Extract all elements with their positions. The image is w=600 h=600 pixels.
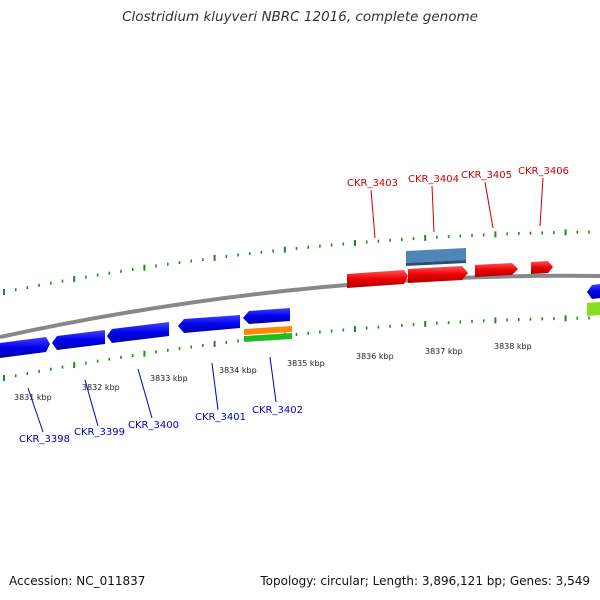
gene-label-ckr-3403: CKR_3403	[347, 178, 398, 189]
topology-text: Topology: circular; Length: 3,896,121 bp…	[260, 574, 590, 588]
gene-label-ckr-3400: CKR_3400	[128, 420, 179, 431]
scale-label: 3836 kbp	[356, 352, 394, 361]
gene-arrow-ckr-3402[interactable]	[243, 308, 290, 324]
rrna-feature[interactable]	[406, 248, 466, 263]
gene-label-ckr-3402: CKR_3402	[252, 405, 303, 416]
gene-arrow-right-edge[interactable]	[587, 284, 600, 299]
gene-arrow-ckr-3403[interactable]	[347, 270, 408, 288]
gene-arrow-ckr-3401[interactable]	[178, 315, 240, 333]
gene-arrow-ckr-3398[interactable]	[0, 337, 50, 358]
scale-label: 3831 kbp	[14, 393, 52, 402]
scale-label: 3832 kbp	[82, 383, 120, 392]
gene-label-ckr-3401: CKR_3401	[195, 412, 246, 423]
gene-label-ckr-3404: CKR_3404	[408, 174, 459, 185]
scale-label: 3835 kbp	[287, 359, 325, 368]
light-green-feature[interactable]	[587, 302, 600, 316]
genome-backbone	[0, 273, 600, 339]
rrna-feature-edge	[406, 260, 466, 266]
gene-label-ckr-3406: CKR_3406	[518, 166, 569, 177]
orange-feature[interactable]	[244, 326, 292, 335]
accession-text: Accession: NC_011837	[9, 574, 146, 588]
outer-tick-track	[3, 229, 590, 295]
gene-label-ckr-3399: CKR_3399	[74, 427, 125, 438]
scale-label: 3834 kbp	[219, 366, 257, 375]
scale-label: 3837 kbp	[425, 347, 463, 356]
reverse-label-leaders	[27, 356, 277, 433]
green-feature[interactable]	[244, 333, 292, 342]
scale-label: 3833 kbp	[150, 374, 188, 383]
gene-arrow-ckr-3400[interactable]	[107, 322, 169, 343]
gene-label-ckr-3398: CKR_3398	[19, 434, 70, 445]
map-title: Clostridium kluyveri NBRC 12016, complet…	[122, 9, 478, 25]
forward-label-leaders	[370, 177, 544, 239]
scale-label: 3838 kbp	[494, 342, 532, 351]
gene-arrow-ckr-3399[interactable]	[52, 330, 105, 350]
gene-arrow-ckr-3404[interactable]	[408, 266, 468, 283]
gene-label-ckr-3405: CKR_3405	[461, 170, 512, 181]
gene-arrow-ckr-3405[interactable]	[475, 263, 518, 277]
gene-arrow-ckr-3406[interactable]	[531, 261, 553, 274]
